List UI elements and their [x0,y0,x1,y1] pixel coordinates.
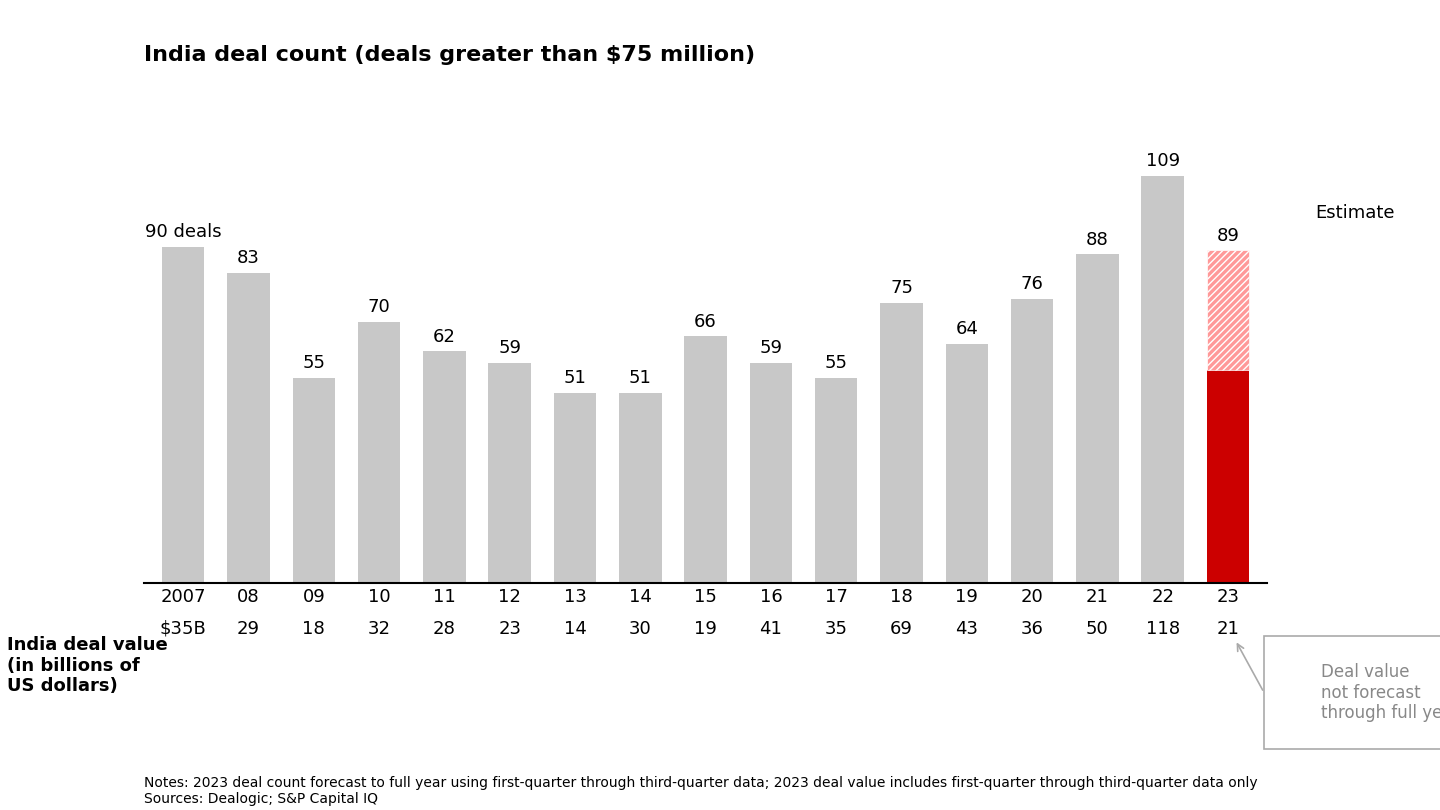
Bar [554,393,596,583]
Bar [684,336,727,583]
Text: Deal value
not forecast
through full year: Deal value not forecast through full yea… [1320,663,1440,723]
Bar [946,344,988,583]
Text: 43: 43 [955,620,978,637]
Bar [359,322,400,583]
Text: 59: 59 [759,339,782,357]
Text: 51: 51 [629,369,652,387]
Text: 36: 36 [1021,620,1044,637]
Text: India deal value
(in billions of
US dollars): India deal value (in billions of US doll… [7,636,168,696]
Text: India deal count (deals greater than $75 million): India deal count (deals greater than $75… [144,45,755,65]
Bar [815,377,857,583]
Text: $35B: $35B [160,620,206,637]
Text: 21: 21 [1217,620,1240,637]
Text: Notes: 2023 deal count forecast to full year using first-quarter through third-q: Notes: 2023 deal count forecast to full … [144,776,1257,806]
Bar [488,363,531,583]
Bar [619,393,661,583]
Bar [1076,254,1119,583]
Text: 35: 35 [825,620,848,637]
Text: 88: 88 [1086,231,1109,249]
Text: 66: 66 [694,313,717,330]
Text: 55: 55 [825,354,848,372]
Text: 90 deals: 90 deals [145,223,222,241]
Text: 32: 32 [367,620,390,637]
Text: 64: 64 [955,320,978,339]
Text: 55: 55 [302,354,325,372]
Text: 83: 83 [238,249,261,267]
Text: 76: 76 [1021,275,1044,293]
Text: 75: 75 [890,279,913,297]
Text: 18: 18 [302,620,325,637]
Text: 59: 59 [498,339,521,357]
Bar [423,352,465,583]
Text: 50: 50 [1086,620,1109,637]
Text: 70: 70 [367,298,390,316]
Text: 29: 29 [238,620,261,637]
Text: 109: 109 [1146,152,1179,170]
Text: 14: 14 [563,620,586,637]
Bar [1142,176,1184,583]
Text: 69: 69 [890,620,913,637]
Text: 41: 41 [759,620,782,637]
Bar [1011,299,1053,583]
Bar [1207,370,1250,583]
Text: 19: 19 [694,620,717,637]
Text: 89: 89 [1217,227,1240,245]
Text: 51: 51 [563,369,586,387]
Text: 62: 62 [433,328,456,346]
Bar [880,303,923,583]
Text: Estimate: Estimate [1315,204,1394,222]
Bar [1207,250,1250,370]
Text: 28: 28 [433,620,456,637]
Text: 30: 30 [629,620,652,637]
Text: 23: 23 [498,620,521,637]
Bar [161,247,204,583]
Bar [292,377,336,583]
Bar [750,363,792,583]
Bar [228,273,269,583]
Text: 118: 118 [1146,620,1179,637]
